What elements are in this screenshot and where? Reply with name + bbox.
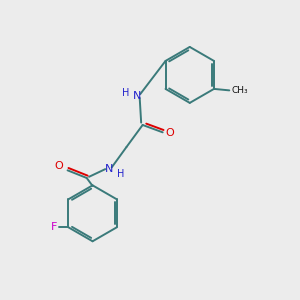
Text: CH₃: CH₃ [231,86,248,95]
Text: O: O [54,161,63,171]
Text: N: N [105,164,113,174]
Text: H: H [118,169,125,178]
Text: O: O [165,128,174,138]
Text: F: F [51,222,58,232]
Text: H: H [122,88,129,98]
Text: N: N [133,91,141,100]
